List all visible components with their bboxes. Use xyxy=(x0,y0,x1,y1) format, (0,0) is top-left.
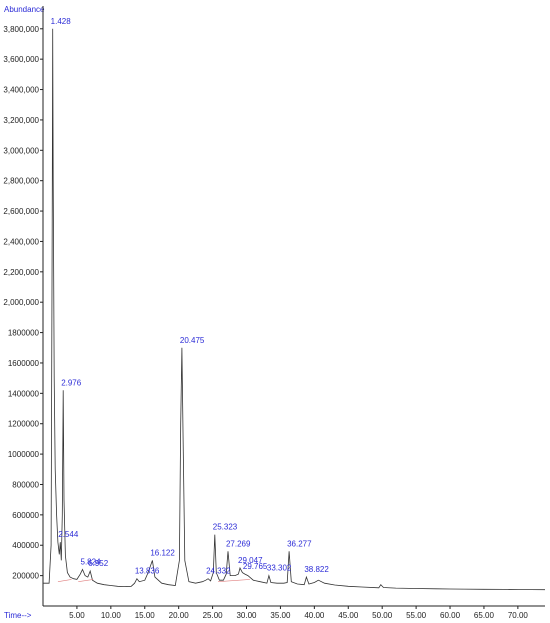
peak-label: 16.122 xyxy=(150,548,175,557)
x-tick-label: 50.00 xyxy=(372,611,393,620)
peak-label: 27.269 xyxy=(226,539,251,548)
integration-baseline xyxy=(57,579,72,582)
peak-label: 38.822 xyxy=(304,565,329,574)
peak-label: 1.428 xyxy=(51,17,72,26)
plot-area: 200000 400000 600000 800000 1000000 1200000 14… xyxy=(3,6,546,620)
y-tick-label: 1800000 xyxy=(8,329,40,338)
y-tick-label: 800000 xyxy=(12,480,39,489)
peak-label: 25.323 xyxy=(213,523,238,532)
y-tick-label: 3,000,000 xyxy=(3,146,39,155)
y-tick-label: 1000000 xyxy=(8,450,40,459)
peak-label: 24.332 xyxy=(206,567,231,576)
x-tick-label: 5.00 xyxy=(69,611,85,620)
peak-label: 29.047 xyxy=(238,556,263,565)
y-tick-label: 3,400,000 xyxy=(3,86,39,95)
y-tick-label: 1400000 xyxy=(8,389,40,398)
peak-label: 5.824 xyxy=(81,558,102,567)
x-tick-label: 35.00 xyxy=(270,611,291,620)
peak-label: 6.952 xyxy=(88,559,109,568)
y-tick-label: 2,200,000 xyxy=(3,268,39,277)
x-tick-label: 15.00 xyxy=(135,611,156,620)
x-tick-label: 55.00 xyxy=(406,611,427,620)
y-tick-label: 1200000 xyxy=(8,420,40,429)
x-tick-label: 65.00 xyxy=(474,611,495,620)
y-tick-label: 200000 xyxy=(12,572,39,581)
x-tick-label: 30.00 xyxy=(236,611,257,620)
y-tick-label: 1600000 xyxy=(8,359,40,368)
peak-label: 13.836 xyxy=(135,567,160,576)
x-tick-label: 10.00 xyxy=(101,611,122,620)
y-tick-label: 400000 xyxy=(12,541,39,550)
x-tick-label: 60.00 xyxy=(440,611,461,620)
x-tick-label: 40.00 xyxy=(304,611,325,620)
y-tick-label: 2,800,000 xyxy=(3,177,39,186)
peak-label: 29.765 xyxy=(243,562,268,571)
y-tick-label: 2,600,000 xyxy=(3,207,39,216)
x-tick-label: 45.00 xyxy=(338,611,359,620)
peak-label: 33.302 xyxy=(267,564,292,573)
y-tick-label: 3,600,000 xyxy=(3,55,39,64)
y-tick-label: 2,000,000 xyxy=(3,298,39,307)
peak-label: 2.544 xyxy=(58,530,79,539)
peak-label: 2.976 xyxy=(61,378,82,387)
y-axis-label: Abundance xyxy=(4,5,45,14)
integration-baseline xyxy=(218,579,250,582)
x-tick-label: 70.00 xyxy=(508,611,529,620)
y-tick-label: 2,400,000 xyxy=(3,237,39,246)
y-tick-label: 3,800,000 xyxy=(3,25,39,34)
peak-label: 36.277 xyxy=(287,539,312,548)
y-tick-label: 3,200,000 xyxy=(3,116,39,125)
x-tick-label: 20.00 xyxy=(169,611,190,620)
peak-label: 20.475 xyxy=(180,336,205,345)
chromatogram-trace xyxy=(43,28,546,591)
x-axis-label: Time--> xyxy=(4,611,32,620)
x-tick-label: 25.00 xyxy=(203,611,224,620)
y-tick-label: 600000 xyxy=(12,511,39,520)
integration-baseline xyxy=(78,579,94,582)
